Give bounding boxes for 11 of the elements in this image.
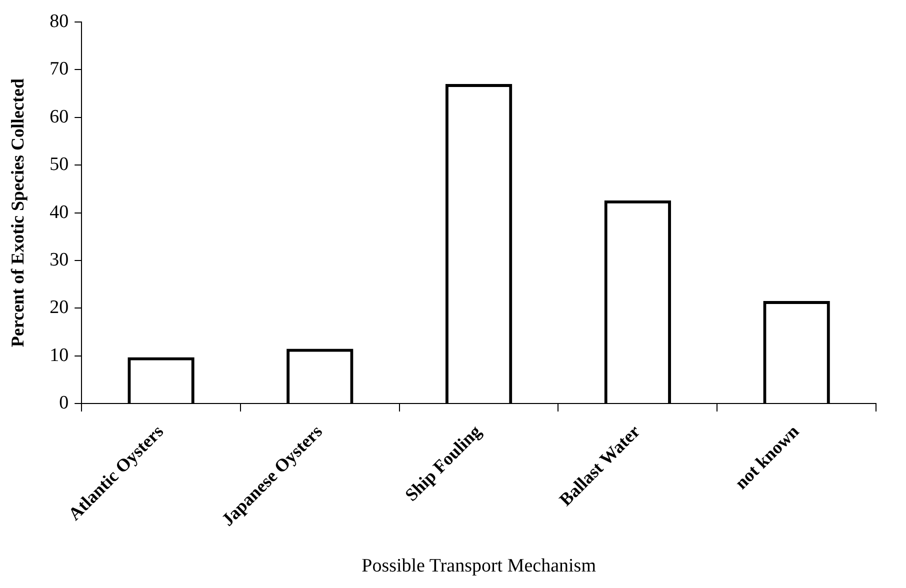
y-tick-label: 10	[50, 344, 69, 366]
y-tick-label: 20	[50, 297, 69, 318]
y-axis-title: Percent of Exotic Species Collected	[7, 78, 28, 348]
y-tick-label: 70	[50, 58, 69, 80]
y-tick-label: 80	[50, 10, 69, 32]
y-tick-label: 0	[59, 392, 69, 414]
y-tick-label: 60	[50, 106, 69, 128]
x-axis-title: Possible Transport Mechanism	[362, 556, 596, 577]
y-tick-label: 30	[50, 249, 69, 270]
y-tick-label: 40	[50, 202, 69, 223]
y-tick-label: 50	[50, 154, 69, 176]
